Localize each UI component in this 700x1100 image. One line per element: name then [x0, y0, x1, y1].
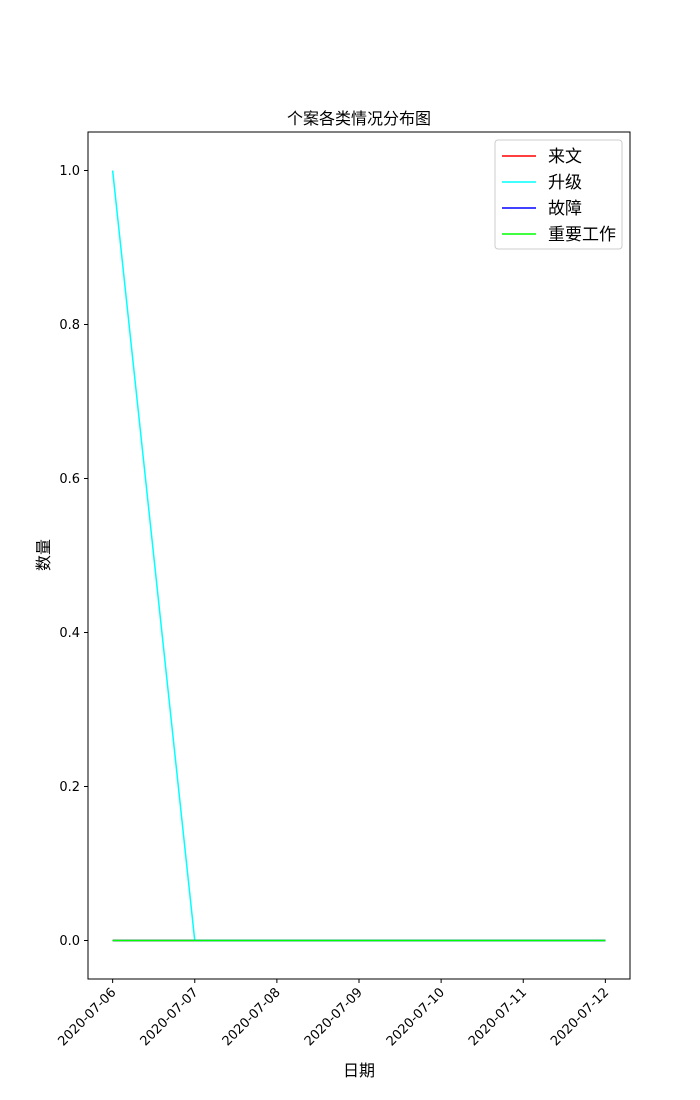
x-tick-label: 2020-07-10 — [384, 985, 448, 1049]
y-tick-label: 0.8 — [59, 318, 80, 333]
y-tick-label: 0.2 — [59, 780, 80, 795]
legend-label: 故障 — [548, 199, 582, 219]
legend-label: 重要工作 — [548, 225, 616, 245]
x-axis-label: 日期 — [343, 1061, 375, 1080]
series-line-1 — [111, 170, 606, 942]
plot-frame — [87, 131, 631, 980]
x-tick-label: 2020-07-12 — [548, 985, 612, 1049]
legend-box — [494, 139, 623, 250]
legend-label: 来文 — [548, 147, 582, 167]
y-axis-label: 数量 — [34, 539, 53, 571]
y-tick-label: 0.4 — [59, 626, 80, 641]
legend-label: 升级 — [548, 173, 582, 193]
x-tick-label: 2020-07-08 — [220, 985, 284, 1049]
y-tick-label: 0.6 — [59, 472, 80, 487]
x-tick-label: 2020-07-06 — [55, 985, 119, 1049]
plot-area: 0.0 0.2 0.4 0.6 0.8 1.0 2020-07-06 2020-07-07 20… — [55, 131, 631, 1049]
chart-title: 个案各类情况分布图 — [287, 109, 431, 128]
x-tick-label: 2020-07-11 — [466, 985, 530, 1049]
y-tick-label: 1.0 — [59, 164, 80, 179]
x-tick-label: 2020-07-09 — [302, 985, 366, 1049]
y-tick-label: 0.0 — [59, 934, 80, 949]
x-tick-label: 2020-07-07 — [138, 985, 202, 1049]
